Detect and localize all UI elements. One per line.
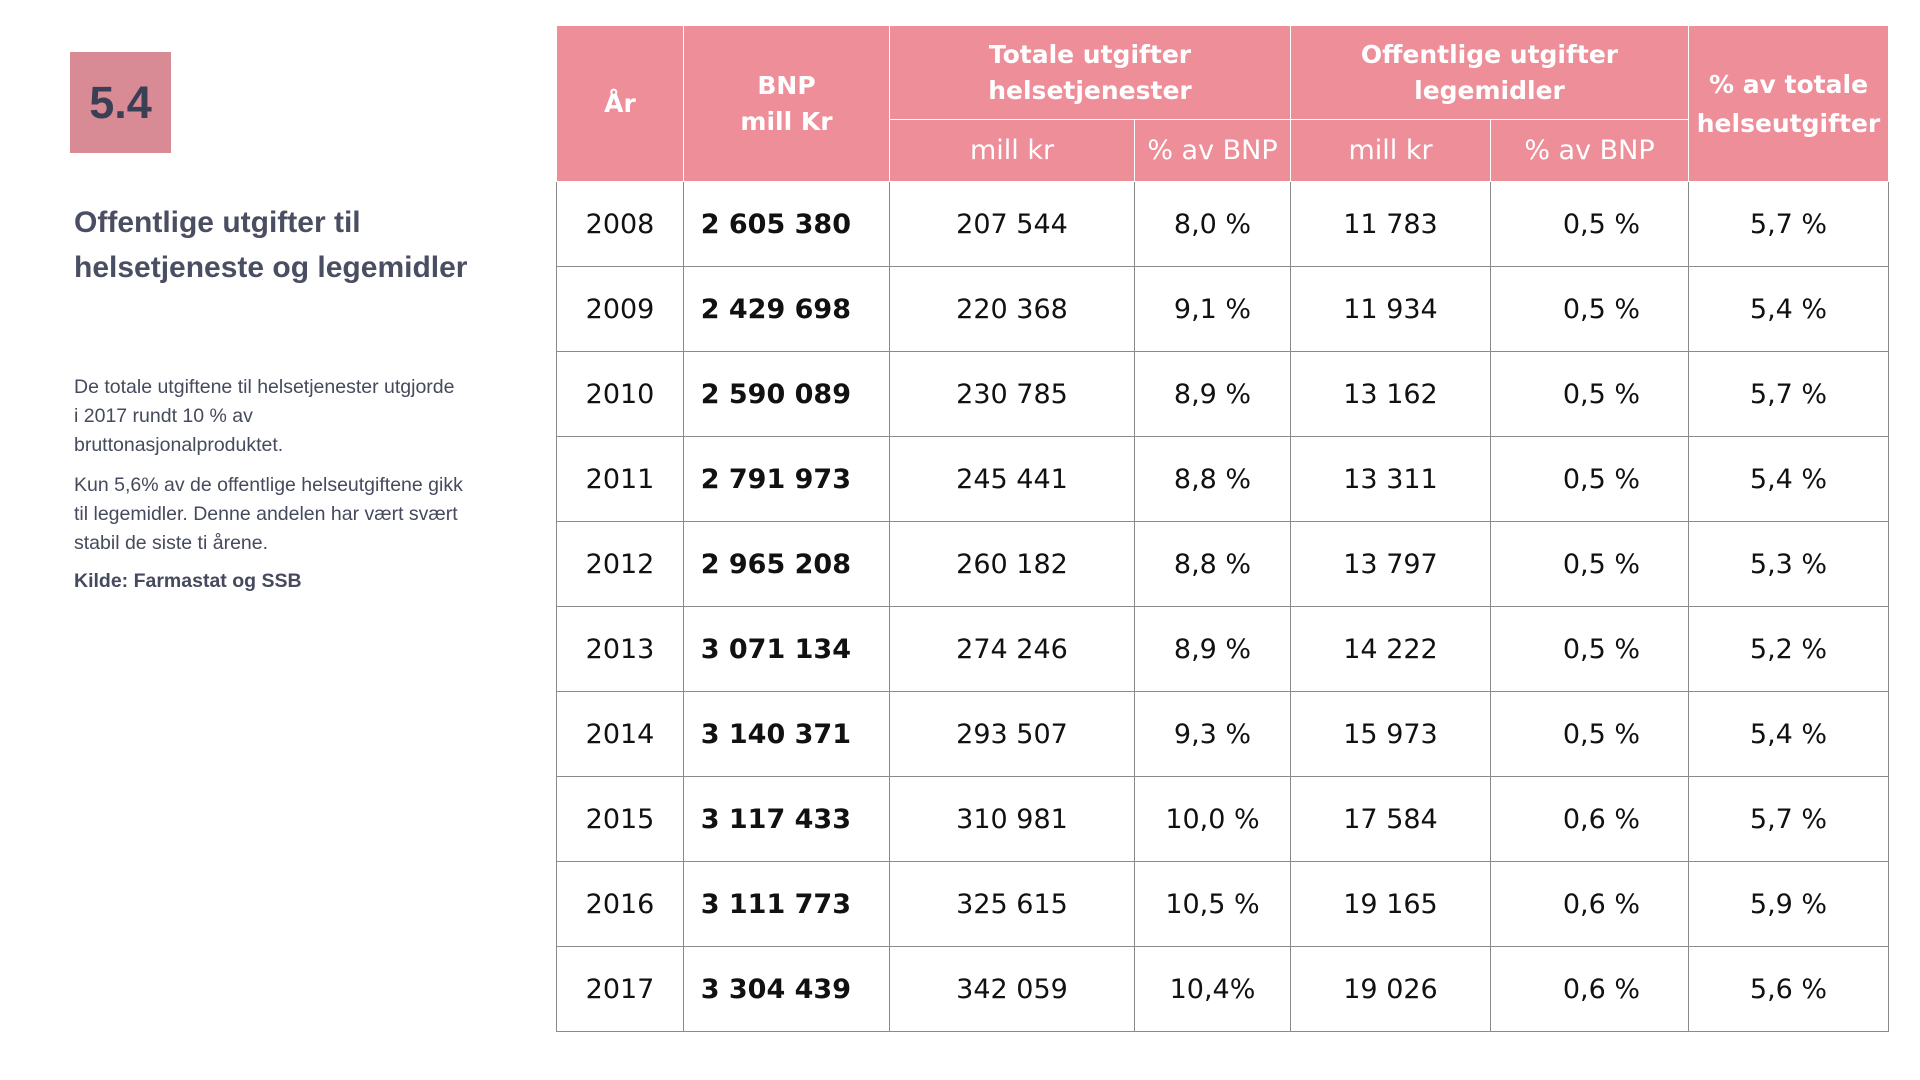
table-row: 2012 2 965 208 260 182 8,8 % 13 797 0,5 % 5,3 … [556, 521, 1889, 607]
cell-public-pct-bnp: 0,5 % [1490, 351, 1689, 437]
cell-total-pct-bnp: 8,0 % [1134, 181, 1291, 267]
cell-share-of-health: 5,7 % [1688, 776, 1889, 862]
cell-public-mill-kr: 15 973 [1290, 691, 1491, 777]
header-bnp-label: BNP mill Kr [740, 70, 833, 136]
description-paragraph-1: De totale utgiftene til helsetjenester u… [74, 376, 455, 456]
cell-public-pct-bnp: 0,5 % [1490, 436, 1689, 522]
header-total-mill-kr: mill kr [889, 119, 1135, 182]
cell-year: 2017 [556, 946, 684, 1032]
header-bnp: BNP mill Kr [683, 25, 890, 182]
source-note: Kilde: Farmastat og SSB [74, 570, 302, 592]
cell-total-pct-bnp: 9,3 % [1134, 691, 1291, 777]
cell-total-mill-kr: 207 544 [889, 181, 1135, 267]
cell-bnp: 3 140 371 [683, 691, 890, 777]
cell-public-mill-kr: 13 311 [1290, 436, 1491, 522]
cell-share-of-health: 5,4 % [1688, 266, 1889, 352]
section-number-badge: 5.4 [70, 52, 171, 153]
cell-year: 2012 [556, 521, 684, 607]
cell-public-pct-bnp: 0,6 % [1490, 861, 1689, 947]
cell-bnp: 2 605 380 [683, 181, 890, 267]
table-row: 2008 2 605 380 207 544 8,0 % 11 783 0,5 % 5,7 … [556, 181, 1889, 267]
cell-public-mill-kr: 11 783 [1290, 181, 1491, 267]
cell-total-pct-bnp: 10,4% [1134, 946, 1291, 1032]
cell-public-mill-kr: 13 797 [1290, 521, 1491, 607]
cell-bnp: 2 429 698 [683, 266, 890, 352]
cell-total-mill-kr: 310 981 [889, 776, 1135, 862]
cell-public-mill-kr: 19 165 [1290, 861, 1491, 947]
cell-public-mill-kr: 13 162 [1290, 351, 1491, 437]
cell-public-mill-kr: 17 584 [1290, 776, 1491, 862]
cell-public-pct-bnp: 0,5 % [1490, 521, 1689, 607]
cell-total-mill-kr: 260 182 [889, 521, 1135, 607]
health-expenditure-table: År BNP mill Kr Totale utgifter helsetjen… [556, 25, 1889, 1032]
cell-bnp: 3 071 134 [683, 606, 890, 692]
cell-share-of-health: 5,3 % [1688, 521, 1889, 607]
table-row: 2009 2 429 698 220 368 9,1 % 11 934 0,5 % 5,4 … [556, 266, 1889, 352]
cell-total-pct-bnp: 10,0 % [1134, 776, 1291, 862]
cell-public-pct-bnp: 0,5 % [1490, 606, 1689, 692]
cell-public-mill-kr: 19 026 [1290, 946, 1491, 1032]
cell-year: 2010 [556, 351, 684, 437]
cell-year: 2008 [556, 181, 684, 267]
table-row: 2011 2 791 973 245 441 8,8 % 13 311 0,5 % 5,4 … [556, 436, 1889, 522]
cell-bnp: 3 111 773 [683, 861, 890, 947]
cell-year: 2015 [556, 776, 684, 862]
cell-share-of-health: 5,4 % [1688, 436, 1889, 522]
table-row: 2017 3 304 439 342 059 10,4% 19 026 0,6 % 5,6 … [556, 946, 1889, 1032]
cell-bnp: 3 304 439 [683, 946, 890, 1032]
cell-total-pct-bnp: 8,9 % [1134, 351, 1291, 437]
header-total-expenditure-label: Totale utgifter helsetjenester [988, 39, 1192, 105]
cell-total-pct-bnp: 8,8 % [1134, 436, 1291, 522]
cell-bnp: 2 965 208 [683, 521, 890, 607]
cell-share-of-health: 5,7 % [1688, 181, 1889, 267]
table-row: 2010 2 590 089 230 785 8,9 % 13 162 0,5 % 5,7 … [556, 351, 1889, 437]
table-row: 2016 3 111 773 325 615 10,5 % 19 165 0,6 % 5,9… [556, 861, 1889, 947]
cell-total-mill-kr: 274 246 [889, 606, 1135, 692]
cell-public-mill-kr: 14 222 [1290, 606, 1491, 692]
cell-year: 2016 [556, 861, 684, 947]
cell-share-of-health: 5,6 % [1688, 946, 1889, 1032]
cell-public-pct-bnp: 0,6 % [1490, 946, 1689, 1032]
cell-total-mill-kr: 220 368 [889, 266, 1135, 352]
cell-total-mill-kr: 325 615 [889, 861, 1135, 947]
cell-share-of-health: 5,7 % [1688, 351, 1889, 437]
cell-total-mill-kr: 245 441 [889, 436, 1135, 522]
cell-public-pct-bnp: 0,5 % [1490, 691, 1689, 777]
table-row: 2014 3 140 371 293 507 9,3 % 15 973 0,5 % 5,4 … [556, 691, 1889, 777]
cell-public-pct-bnp: 0,5 % [1490, 266, 1689, 352]
cell-bnp: 2 590 089 [683, 351, 890, 437]
header-total-pct-bnp: % av BNP [1134, 119, 1291, 182]
header-total-expenditure: Totale utgifter helsetjenester [889, 25, 1291, 120]
table-row: 2013 3 071 134 274 246 8,9 % 14 222 0,5 % 5,2 … [556, 606, 1889, 692]
cell-bnp: 3 117 433 [683, 776, 890, 862]
header-public-expenditure-label: Offentlige utgifter legemidler [1360, 39, 1619, 105]
cell-year: 2009 [556, 266, 684, 352]
cell-share-of-health: 5,4 % [1688, 691, 1889, 777]
cell-total-mill-kr: 230 785 [889, 351, 1135, 437]
header-share-of-health-label: % av totale helseutgifter [1696, 69, 1881, 138]
header-public-mill-kr: mill kr [1290, 119, 1491, 182]
header-year: År [556, 25, 684, 182]
header-public-expenditure: Offentlige utgifter legemidler [1290, 25, 1689, 120]
cell-year: 2013 [556, 606, 684, 692]
header-share-of-health: % av totale helseutgifter [1688, 25, 1889, 182]
cell-total-pct-bnp: 8,9 % [1134, 606, 1291, 692]
description-paragraph-2: Kun 5,6% av de offentlige helseutgiftene… [74, 474, 463, 554]
cell-total-mill-kr: 342 059 [889, 946, 1135, 1032]
cell-share-of-health: 5,2 % [1688, 606, 1889, 692]
cell-total-mill-kr: 293 507 [889, 691, 1135, 777]
cell-share-of-health: 5,9 % [1688, 861, 1889, 947]
cell-year: 2014 [556, 691, 684, 777]
header-public-pct-bnp: % av BNP [1490, 119, 1689, 182]
page-title: Offentlige utgifter til helsetjeneste og… [74, 206, 468, 284]
cell-bnp: 2 791 973 [683, 436, 890, 522]
cell-public-pct-bnp: 0,6 % [1490, 776, 1689, 862]
cell-total-pct-bnp: 10,5 % [1134, 861, 1291, 947]
cell-year: 2011 [556, 436, 684, 522]
cell-public-mill-kr: 11 934 [1290, 266, 1491, 352]
cell-public-pct-bnp: 0,5 % [1490, 181, 1689, 267]
cell-total-pct-bnp: 8,8 % [1134, 521, 1291, 607]
table-row: 2015 3 117 433 310 981 10,0 % 17 584 0,6 % 5,7… [556, 776, 1889, 862]
cell-total-pct-bnp: 9,1 % [1134, 266, 1291, 352]
